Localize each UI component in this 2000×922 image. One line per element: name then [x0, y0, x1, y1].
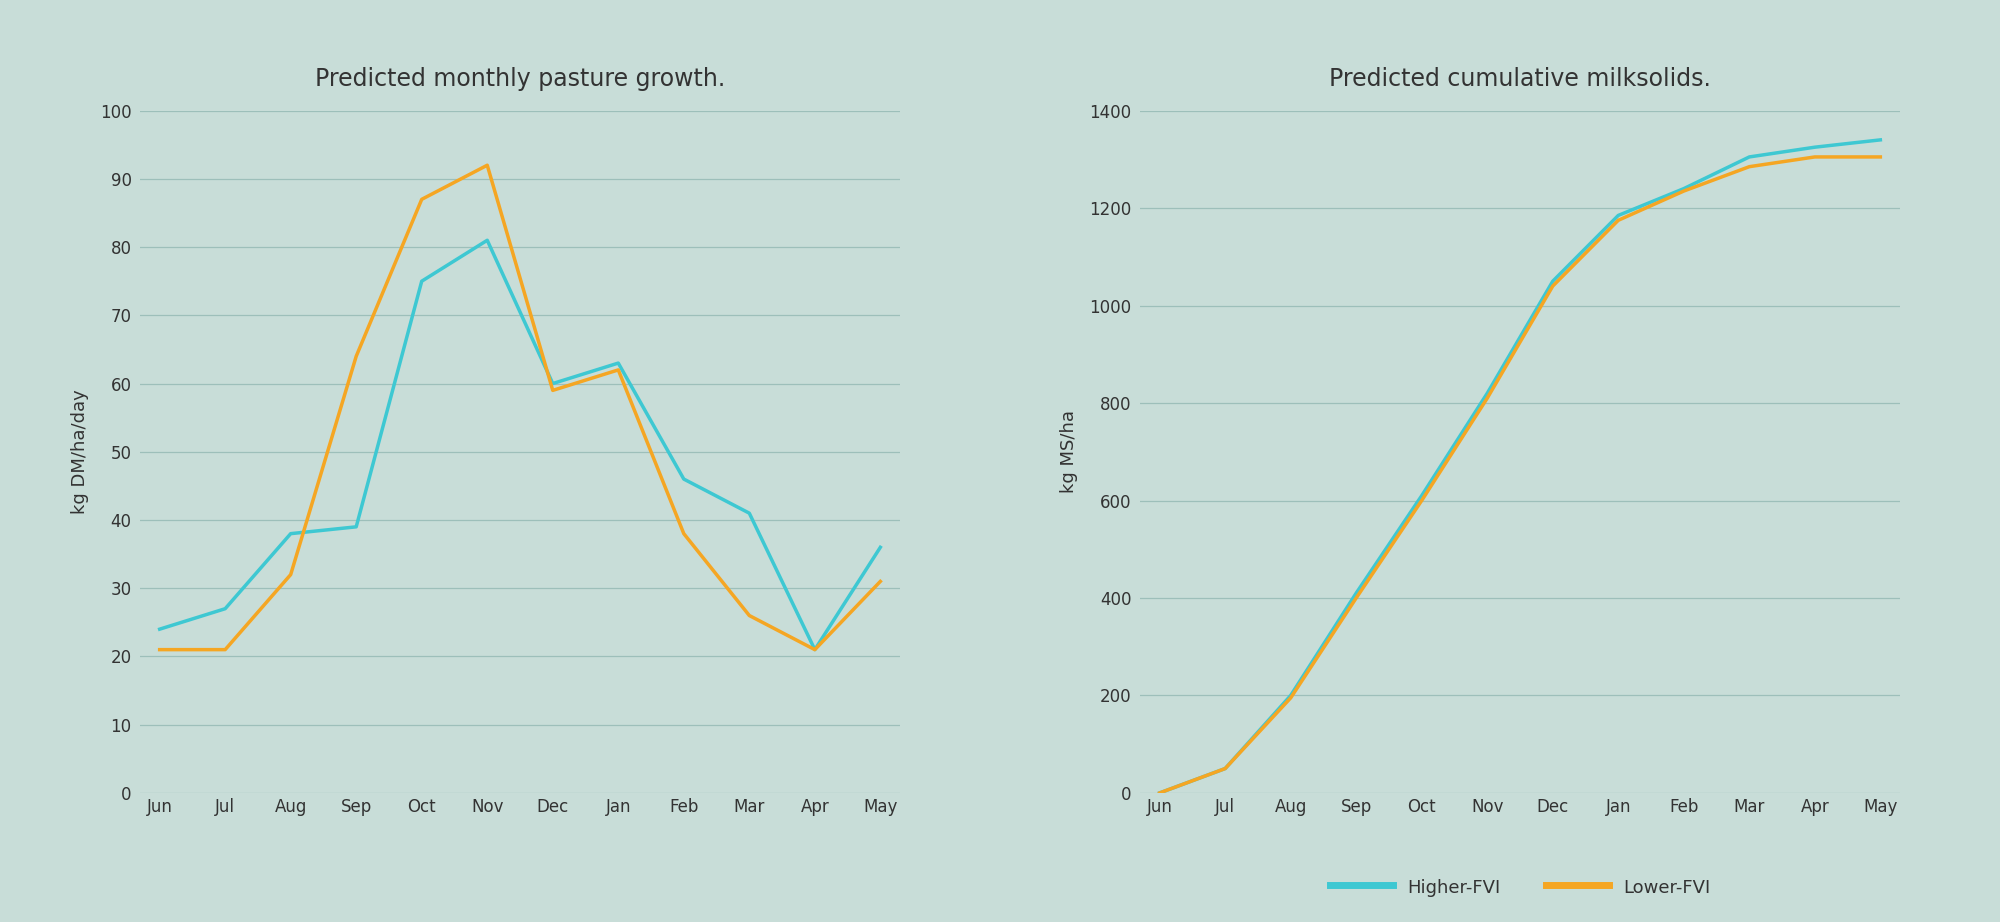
Y-axis label: kg DM/ha/day: kg DM/ha/day	[70, 389, 88, 514]
Title: Predicted monthly pasture growth.: Predicted monthly pasture growth.	[314, 66, 726, 90]
Y-axis label: kg MS/ha: kg MS/ha	[1060, 410, 1078, 493]
Legend: Higher-FVI, Lower-FVI: Higher-FVI, Lower-FVI	[1322, 870, 1718, 904]
Title: Predicted cumulative milksolids.: Predicted cumulative milksolids.	[1330, 66, 1710, 90]
